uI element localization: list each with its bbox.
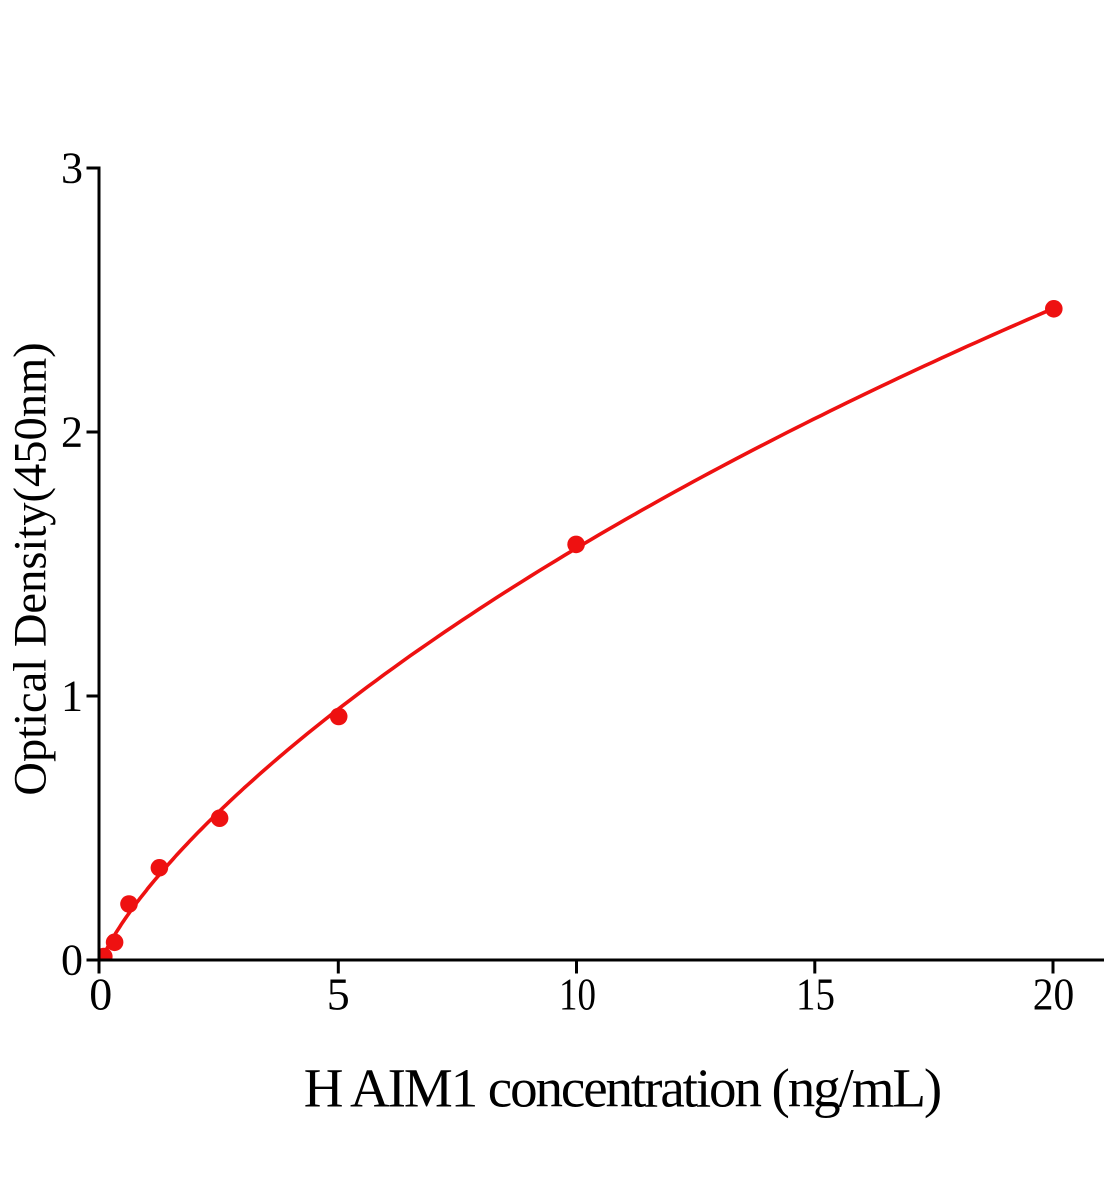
svg-text:10: 10 bbox=[559, 969, 596, 1020]
svg-text:2: 2 bbox=[61, 408, 83, 457]
svg-text:1: 1 bbox=[61, 672, 83, 721]
svg-text:H AIM1 concentration (ng/mL): H AIM1 concentration (ng/mL) bbox=[304, 1058, 943, 1119]
svg-text:0: 0 bbox=[89, 969, 112, 1020]
svg-text:Optical Density(450nm): Optical Density(450nm) bbox=[6, 342, 57, 795]
svg-text:20: 20 bbox=[1033, 969, 1075, 1020]
svg-text:0: 0 bbox=[61, 936, 83, 985]
svg-text:15: 15 bbox=[796, 969, 835, 1020]
svg-text:3: 3 bbox=[61, 144, 83, 193]
svg-text:5: 5 bbox=[327, 969, 350, 1020]
